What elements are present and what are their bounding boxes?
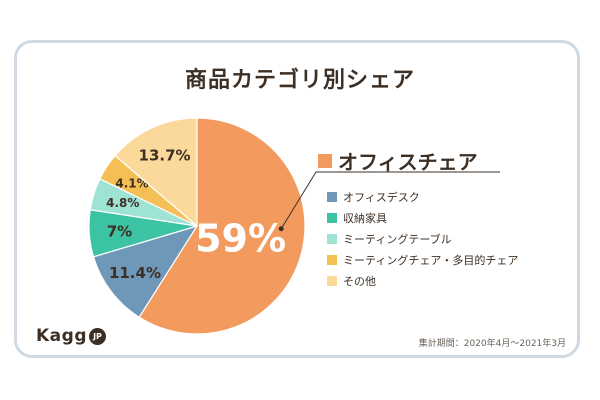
legend-swatch	[327, 192, 337, 202]
slice-label-5: 13.7%	[139, 146, 191, 164]
legend-item: 収納家具	[327, 209, 518, 227]
pie-slice-5	[114, 117, 198, 228]
highlight-legend-swatch	[318, 153, 332, 168]
highlight-legend: オフィスチェア	[318, 146, 478, 175]
legend: オフィスデスク 収納家具ミーティングテーブルミーティングチェア・多目的チェア その他	[327, 188, 518, 293]
legend-label: ミーティングチェア・多目的チェア	[343, 254, 519, 267]
aggregation-period: 集計期間：2020年4月〜2021年3月	[418, 339, 566, 349]
legend-swatch	[327, 276, 337, 286]
legend-item: オフィスデスク	[327, 188, 518, 206]
callout-line	[280, 171, 500, 230]
legend-item: その他	[327, 272, 518, 290]
legend-item: ミーティングテーブル	[327, 230, 518, 248]
slice-label-1: 11.4%	[109, 264, 161, 282]
pie-slice-0	[138, 117, 306, 335]
chart-title: 商品カテゴリ別シェア	[184, 68, 415, 93]
slice-label-2: 7%	[107, 222, 132, 240]
legend-item: ミーティングチェア・多目的チェア	[327, 251, 518, 269]
legend-swatch	[327, 255, 337, 265]
highlight-legend-label: オフィスチェア	[338, 150, 478, 174]
slice-label-0: 59%	[195, 217, 286, 261]
legend-label: 収納家具	[343, 212, 387, 225]
legend-label: オフィスデスク	[343, 191, 420, 204]
logo-badge: JP	[88, 327, 106, 345]
kagg-logo: Kagg JP	[36, 326, 106, 346]
legend-swatch	[327, 213, 337, 223]
pie-slice-1	[92, 224, 199, 319]
legend-swatch	[327, 234, 337, 244]
slice-label-3: 4.8%	[106, 196, 139, 210]
legend-label: その他	[343, 275, 376, 288]
slice-label-4: 4.1%	[115, 176, 148, 190]
logo-text: Kagg	[36, 326, 87, 346]
legend-label: ミーティングテーブル	[343, 233, 452, 246]
